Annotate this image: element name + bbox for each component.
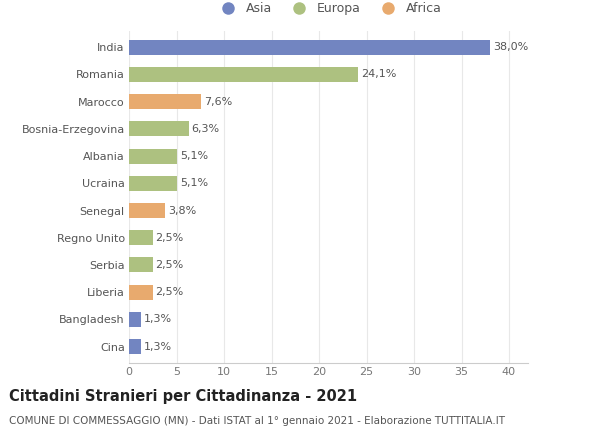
Text: 1,3%: 1,3% [144,315,172,324]
Text: COMUNE DI COMMESSAGGIO (MN) - Dati ISTAT al 1° gennaio 2021 - Elaborazione TUTTI: COMUNE DI COMMESSAGGIO (MN) - Dati ISTAT… [9,416,505,426]
Text: 1,3%: 1,3% [144,342,172,352]
Bar [129,149,178,164]
Text: 5,1%: 5,1% [181,151,208,161]
Bar [129,94,201,109]
Bar [129,257,153,272]
Bar [129,121,189,136]
Text: 38,0%: 38,0% [493,42,528,52]
Legend: Asia, Europa, Africa: Asia, Europa, Africa [213,0,444,18]
Bar [129,203,165,218]
Text: 2,5%: 2,5% [155,233,184,243]
Bar [129,176,178,191]
Text: 3,8%: 3,8% [168,205,196,216]
Bar [129,40,490,55]
Bar [129,230,153,245]
Text: Cittadini Stranieri per Cittadinanza - 2021: Cittadini Stranieri per Cittadinanza - 2… [9,389,357,404]
Bar [129,67,358,82]
Bar [129,285,153,300]
Text: 7,6%: 7,6% [204,97,232,106]
Bar [129,339,142,354]
Bar [129,312,142,327]
Text: 2,5%: 2,5% [155,287,184,297]
Text: 2,5%: 2,5% [155,260,184,270]
Text: 5,1%: 5,1% [181,178,208,188]
Text: 6,3%: 6,3% [192,124,220,134]
Text: 24,1%: 24,1% [361,70,396,79]
